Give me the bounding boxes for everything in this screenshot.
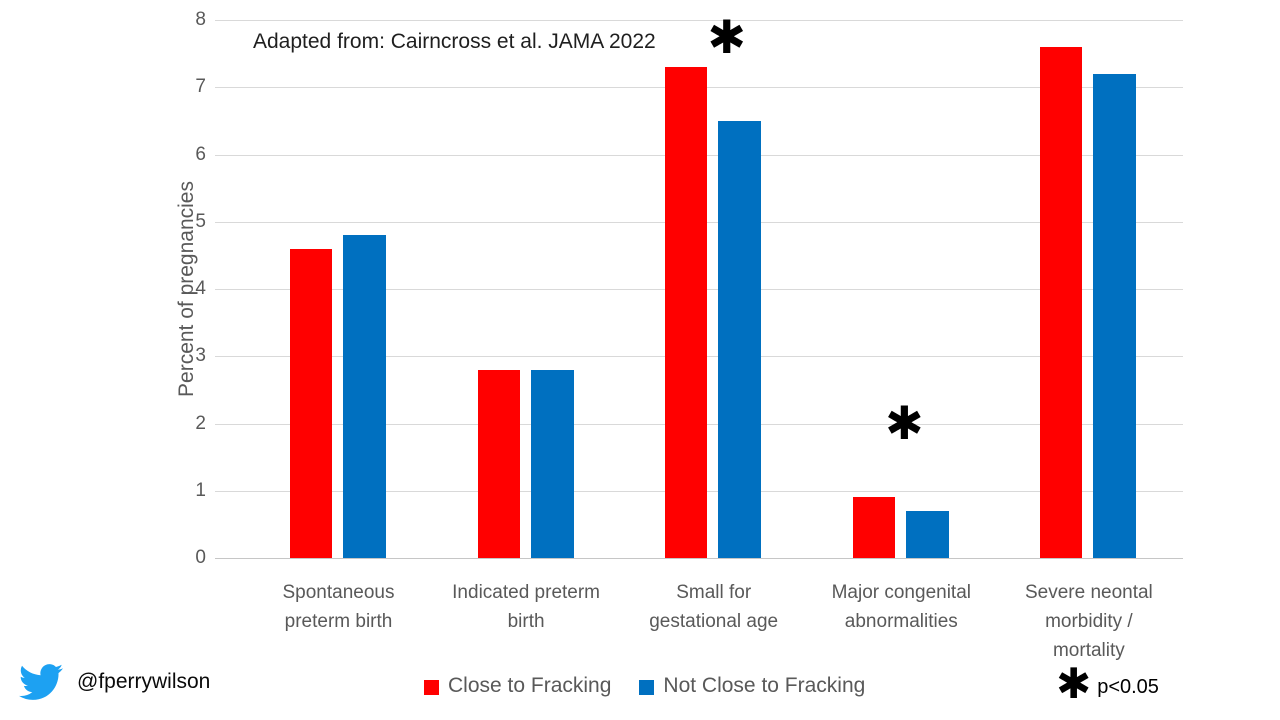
legend-item: Close to Fracking	[424, 674, 611, 698]
x-category-label: Indicated preterm birth	[452, 582, 601, 632]
significance-asterisk-icon: ✱	[885, 395, 924, 450]
y-tick-label: 2	[195, 412, 206, 434]
y-tick-label: 8	[195, 9, 206, 30]
bar-not-close-to-fracking	[718, 120, 762, 558]
x-category-label: Severe neontal morbidity / mortality	[1024, 582, 1153, 661]
bar-not-close-to-fracking	[343, 235, 386, 558]
twitter-bird-icon	[19, 664, 63, 700]
y-tick-label: 5	[195, 210, 206, 232]
x-category-label: Small for gestational age	[649, 582, 779, 632]
bar-close-to-fracking	[665, 67, 708, 558]
bar-not-close-to-fracking	[530, 369, 574, 558]
twitter-handle: @fperrywilson	[77, 670, 211, 693]
y-tick-label: 0	[195, 547, 206, 568]
legend-label: Close to Fracking	[448, 674, 612, 697]
gridline	[215, 20, 1183, 21]
y-tick-label: 3	[195, 345, 206, 367]
y-tick-label: 7	[195, 76, 206, 98]
x-category-label: Major congenital abnormalities	[831, 582, 971, 632]
bar-close-to-fracking	[1040, 46, 1083, 558]
y-tick-label: 1	[195, 479, 206, 501]
bar-not-close-to-fracking	[905, 510, 949, 558]
source-note: Adapted from: Cairncross et al. JAMA 202…	[253, 30, 656, 53]
legend-swatch	[424, 679, 439, 695]
asterisk-icon: ✱	[1056, 659, 1092, 708]
bar-close-to-fracking	[477, 369, 520, 558]
twitter-attribution: @fperrywilson	[16, 656, 210, 708]
bar-close-to-fracking	[852, 497, 895, 558]
bar-not-close-to-fracking	[1093, 73, 1137, 558]
significance-asterisk-icon: ✱	[707, 10, 746, 65]
y-tick-label: 6	[195, 143, 206, 165]
legend-item: Not Close to Fracking	[639, 674, 865, 698]
significance-footnote: ✱ p<0.05	[1056, 659, 1159, 710]
y-tick-label: 4	[195, 278, 206, 299]
legend-label: Not Close to Fracking	[663, 674, 866, 697]
legend: Close to Fracking Not Close to Fracking	[424, 674, 865, 698]
x-category-label: Spontaneous preterm birth	[282, 582, 395, 632]
legend-swatch	[639, 679, 655, 695]
significance-footnote-text: p<0.05	[1097, 675, 1159, 698]
bar-close-to-fracking	[290, 248, 332, 558]
gridline	[215, 558, 1183, 559]
